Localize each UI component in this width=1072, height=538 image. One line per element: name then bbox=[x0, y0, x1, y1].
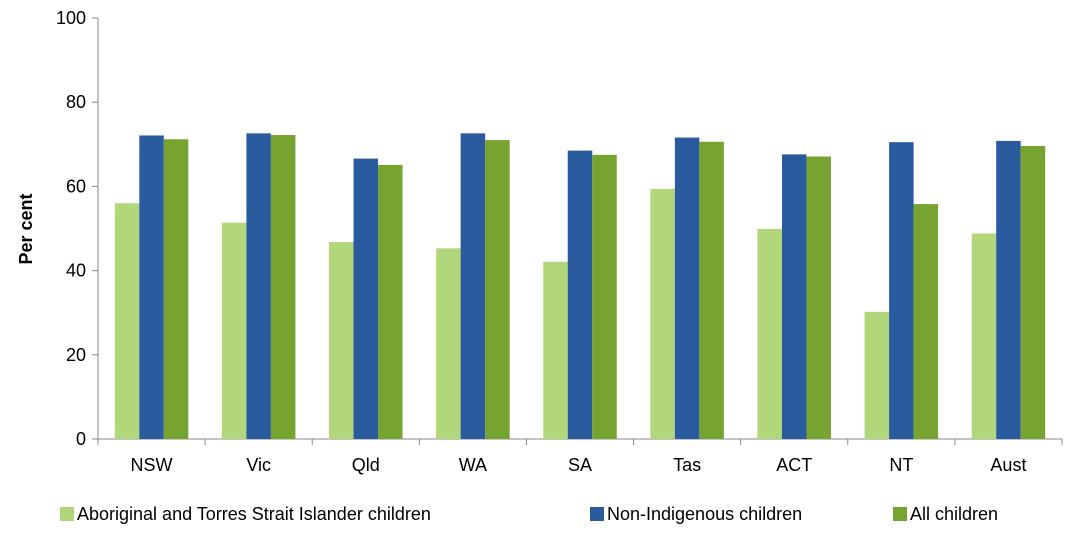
bar-tas-series-1 bbox=[650, 188, 675, 439]
legend-swatch bbox=[590, 507, 604, 521]
bar-sa-series-1 bbox=[543, 261, 568, 439]
bar-vic-series-2 bbox=[246, 133, 271, 439]
x-tick-label: SA bbox=[568, 455, 592, 475]
bar-tas-series-2 bbox=[674, 137, 700, 439]
bar-aust-series-2 bbox=[996, 140, 1021, 439]
legend-label: Non-Indigenous children bbox=[607, 504, 802, 524]
bar-vic-series-1 bbox=[221, 222, 247, 439]
bar-nsw-series-2 bbox=[139, 135, 164, 440]
y-tick-label: 60 bbox=[66, 176, 86, 196]
bar-wa-series-1 bbox=[436, 248, 461, 439]
x-tick-label: Tas bbox=[673, 455, 701, 475]
bar-qld-series-2 bbox=[353, 158, 379, 439]
bar-sa-series-3 bbox=[592, 154, 617, 439]
bar-act-series-1 bbox=[757, 228, 782, 439]
bar-tas-series-3 bbox=[699, 141, 724, 440]
legend-swatch bbox=[60, 507, 74, 521]
bar-nt-series-1 bbox=[864, 311, 890, 439]
bar-aust-series-3 bbox=[1020, 145, 1046, 439]
x-tick-label: WA bbox=[459, 455, 487, 475]
legend-label: Aboriginal and Torres Strait Islander ch… bbox=[77, 504, 431, 524]
y-tick-label: 20 bbox=[66, 345, 86, 365]
bar-nsw-series-3 bbox=[163, 139, 189, 440]
x-tick-label: Qld bbox=[352, 455, 380, 475]
bar-qld-series-1 bbox=[329, 241, 354, 439]
legend: Aboriginal and Torres Strait Islander ch… bbox=[60, 504, 998, 524]
y-tick-label: 40 bbox=[66, 261, 86, 281]
y-axis-title: Per cent bbox=[16, 193, 36, 264]
x-tick-label: NSW bbox=[131, 455, 173, 475]
y-tick-label: 100 bbox=[56, 8, 86, 28]
bar-act-series-3 bbox=[806, 156, 831, 439]
x-tick-label: NT bbox=[889, 455, 913, 475]
legend-label: All children bbox=[910, 504, 998, 524]
legend-swatch bbox=[893, 507, 907, 521]
x-tick-label: Vic bbox=[246, 455, 271, 475]
y-tick-label: 80 bbox=[66, 92, 86, 112]
bar-nsw-series-1 bbox=[114, 203, 140, 439]
bar-vic-series-3 bbox=[270, 135, 296, 439]
bar-act-series-2 bbox=[781, 154, 807, 440]
bar-nt-series-2 bbox=[889, 142, 914, 439]
bar-sa-series-2 bbox=[567, 150, 593, 440]
x-tick-label: Aust bbox=[990, 455, 1026, 475]
bar-nt-series-3 bbox=[913, 204, 939, 439]
bar-wa-series-3 bbox=[485, 140, 510, 439]
x-tick-label: ACT bbox=[776, 455, 812, 475]
y-tick-label: 0 bbox=[76, 429, 86, 449]
bar-qld-series-3 bbox=[378, 164, 403, 439]
bar-wa-series-2 bbox=[460, 133, 486, 439]
bar-aust-series-1 bbox=[971, 233, 997, 439]
